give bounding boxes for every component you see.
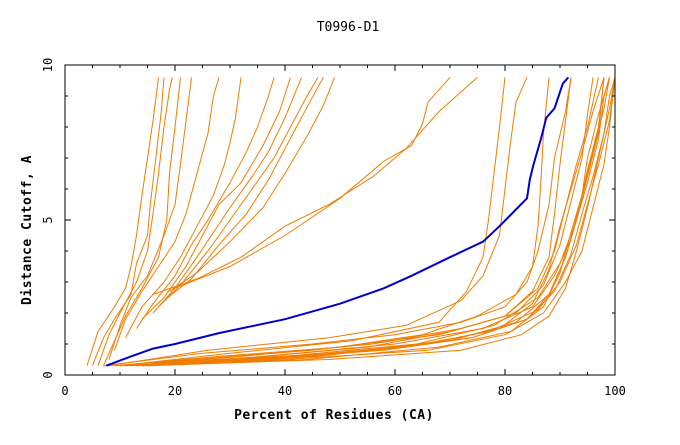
series-line-31: [152, 77, 599, 364]
x-tick-label: 40: [278, 384, 292, 398]
series-line-12: [163, 77, 324, 301]
series-line-28: [141, 77, 610, 367]
series-line-8: [136, 77, 275, 329]
series-line-6: [114, 77, 220, 351]
series-line-7: [125, 77, 242, 339]
series-line-17: [108, 77, 528, 367]
y-tick-label: 10: [41, 58, 55, 72]
series-line-14: [152, 77, 478, 295]
y-tick-label: 0: [41, 371, 55, 378]
y-axis-label: Distance Cutoff, A: [20, 155, 35, 305]
series-line-29: [147, 77, 605, 367]
series-line-3: [97, 77, 173, 366]
series-line-15: [174, 77, 451, 289]
series-line-2: [92, 77, 165, 366]
x-tick-label: 100: [604, 384, 626, 398]
highlight-series-line: [105, 76, 570, 367]
series-line-24: [130, 77, 616, 367]
axes-layer: 0 20 40 60 80 100 0 5 10: [41, 58, 626, 398]
series-line-32: [152, 77, 616, 364]
series-line-19: [119, 77, 506, 367]
series-line-9: [141, 77, 291, 320]
series-line-25: [136, 77, 610, 367]
series-line-13: [169, 77, 335, 292]
y-tick-label: 5: [41, 216, 55, 223]
chart-title: T0996-D1: [317, 20, 380, 35]
series-line-26: [136, 77, 616, 367]
series-line-18: [114, 77, 550, 367]
series-line-11: [158, 77, 319, 308]
series-line-1: [86, 77, 159, 366]
highlight-layer: [105, 76, 570, 367]
x-tick-label: 60: [388, 384, 402, 398]
series-line-10: [152, 77, 302, 314]
x-tick-label: 20: [168, 384, 182, 398]
x-tick-label: 80: [498, 384, 512, 398]
x-tick-label: 0: [61, 384, 68, 398]
series-line-5: [108, 77, 192, 360]
series-line-22: [125, 77, 605, 367]
series-line-23: [130, 77, 610, 367]
series-layer: [86, 77, 616, 367]
series-line-27: [141, 77, 605, 367]
plot-frame: [64, 64, 616, 376]
x-axis-label: Percent of Residues (CA): [234, 408, 434, 423]
